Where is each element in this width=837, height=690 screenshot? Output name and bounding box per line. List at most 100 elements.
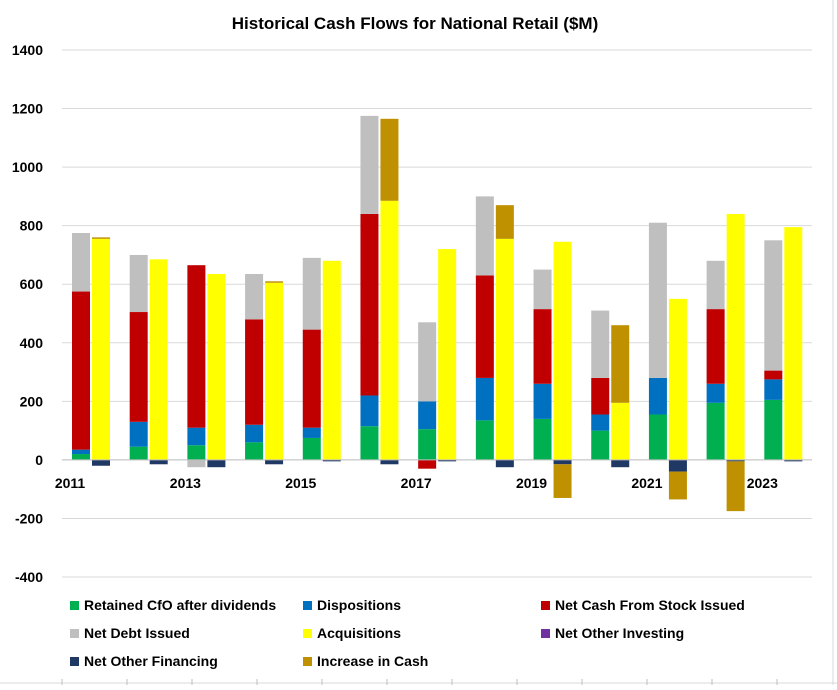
bar-segment-sources-dispositions: [533, 383, 552, 419]
legend-label: Increase in Cash: [317, 653, 428, 669]
bar-segment-sources-retained-cfo-after-dividends: [475, 420, 494, 460]
bar-segment-uses-net-other-financing: [784, 459, 803, 462]
bar-segment-sources-retained-cfo-after-dividends: [533, 418, 552, 460]
bar-segment-uses-net-other-financing: [92, 459, 110, 466]
bar-segment-sources-dispositions: [245, 424, 264, 443]
y-tick-label: 1400: [12, 42, 43, 58]
bar-segment-sources-dispositions: [129, 421, 148, 447]
legend-swatch: [70, 601, 79, 610]
bar-segment-uses-acquisitions: [265, 282, 284, 460]
legend-swatch: [70, 657, 79, 666]
bar-segment-sources-dispositions: [764, 379, 783, 400]
bar-segment-sources-net-debt-issued: [245, 273, 264, 320]
bar-segment-uses-increase-in-cash: [668, 471, 687, 500]
bar-segment-uses-increase-in-cash: [726, 461, 745, 512]
y-tick-label: 200: [20, 393, 44, 409]
bar-segment-sources-net-cash-from-stock-issued: [302, 329, 321, 428]
bar-segment-uses-increase-in-cash: [495, 205, 514, 239]
bars: [72, 115, 803, 512]
x-tick-label: 2023: [747, 475, 778, 491]
bar-segment-sources-net-cash-from-stock-issued: [129, 312, 148, 422]
bar-segment-uses-acquisitions: [438, 249, 457, 460]
bar-segment-sources-retained-cfo-after-dividends: [72, 454, 90, 460]
bar-segment-sources-net-debt-issued: [706, 260, 725, 310]
bar-segment-sources-retained-cfo-after-dividends: [418, 429, 437, 460]
bar-segment-uses-acquisitions: [149, 259, 168, 460]
legend-label: Net Debt Issued: [84, 625, 190, 641]
legend-label: Net Cash From Stock Issued: [555, 597, 745, 613]
legend-label: Acquisitions: [317, 625, 401, 641]
bar-segment-sources-net-cash-from-stock-issued: [591, 377, 610, 415]
bar-segment-uses-acquisitions: [207, 273, 226, 460]
bar-segment-uses-increase-in-cash: [611, 325, 630, 403]
axes: -400 -200 0 200 400 600 800 1000 1200 1400 2011 201…: [12, 42, 812, 585]
legend-label: Net Other Investing: [555, 625, 684, 641]
bar-segment-uses-acquisitions: [668, 298, 687, 460]
bar-segment-sources-retained-cfo-after-dividends: [360, 426, 379, 460]
y-tick-label: 800: [20, 218, 44, 234]
y-tick-label: 600: [20, 276, 44, 292]
bar-segment-uses-net-other-financing: [322, 459, 341, 462]
bar-segment-uses-increase-in-cash: [553, 464, 572, 498]
bar-segment-sources-net-cash-from-stock-issued: [187, 265, 206, 428]
bar-segment-uses-acquisitions: [495, 238, 514, 460]
legend-label: Net Other Financing: [84, 653, 218, 669]
bar-segment-uses-net-other-financing: [438, 459, 457, 462]
bar-segment-uses-net-other-financing: [668, 459, 687, 472]
bar-segment-uses-net-other-financing: [611, 459, 630, 468]
y-tick-label: 400: [20, 335, 44, 351]
bar-segment-uses-net-other-financing: [726, 459, 745, 462]
bar-segment-sources-dispositions: [475, 377, 494, 421]
bar-segment-uses-increase-in-cash: [380, 118, 399, 201]
bar-segment-sources-net-cash-from-stock-issued: [418, 459, 437, 469]
bar-segment-sources-retained-cfo-after-dividends: [648, 414, 667, 460]
legend-swatch: [541, 629, 550, 638]
y-tick-label: -200: [15, 510, 43, 526]
legend-label: Retained CfO after dividends: [84, 597, 276, 613]
bar-segment-sources-dispositions: [591, 414, 610, 431]
bar-segment-sources-retained-cfo-after-dividends: [764, 399, 783, 460]
bar-segment-sources-net-debt-issued: [302, 257, 321, 330]
x-tick-label: 2011: [55, 475, 86, 491]
bar-segment-sources-net-cash-from-stock-issued: [706, 309, 725, 384]
bar-segment-uses-acquisitions: [322, 260, 341, 460]
bar-segment-uses-net-other-financing: [149, 459, 168, 465]
bar-segment-sources-net-debt-issued: [187, 459, 206, 468]
bar-segment-sources-dispositions: [302, 427, 321, 438]
legend-label: Dispositions: [317, 597, 401, 613]
x-tick-label: 2015: [285, 475, 316, 491]
bar-segment-uses-acquisitions: [726, 213, 745, 460]
bar-segment-uses-acquisitions: [92, 238, 110, 460]
y-tick-label: 1200: [12, 101, 43, 117]
bar-segment-sources-dispositions: [187, 427, 206, 446]
bar-segment-uses-net-other-financing: [380, 459, 399, 465]
bar-segment-sources-dispositions: [360, 395, 379, 427]
bar-segment-uses-acquisitions: [611, 402, 630, 460]
bar-segment-sources-net-cash-from-stock-issued: [72, 291, 90, 450]
legend: Retained CfO after dividends Dispositions…: [70, 597, 745, 669]
bar-segment-sources-net-debt-issued: [129, 254, 148, 313]
legend-swatch: [303, 601, 312, 610]
legend-swatch: [70, 629, 79, 638]
bar-segment-uses-net-other-financing: [207, 459, 226, 468]
bar-segment-sources-dispositions: [706, 383, 725, 403]
x-tick-label: 2019: [516, 475, 547, 491]
bar-segment-sources-net-cash-from-stock-issued: [360, 213, 379, 396]
bar-segment-sources-retained-cfo-after-dividends: [245, 442, 264, 460]
bar-segment-uses-increase-in-cash: [265, 281, 284, 283]
bar-segment-uses-acquisitions: [784, 227, 803, 460]
bar-segment-sources-net-cash-from-stock-issued: [245, 319, 264, 425]
legend-swatch: [541, 601, 550, 610]
bar-segment-sources-retained-cfo-after-dividends: [129, 446, 148, 460]
bar-segment-sources-dispositions: [648, 377, 667, 415]
bar-segment-sources-net-debt-issued: [475, 196, 494, 276]
bar-segment-sources-dispositions: [72, 449, 90, 455]
x-tick-label: 2013: [170, 475, 201, 491]
bar-segment-uses-increase-in-cash: [92, 237, 110, 239]
bar-segment-sources-retained-cfo-after-dividends: [302, 437, 321, 460]
y-tick-label: 0: [35, 452, 43, 468]
bar-segment-sources-net-debt-issued: [533, 269, 552, 310]
bar-segment-sources-net-cash-from-stock-issued: [533, 309, 552, 384]
